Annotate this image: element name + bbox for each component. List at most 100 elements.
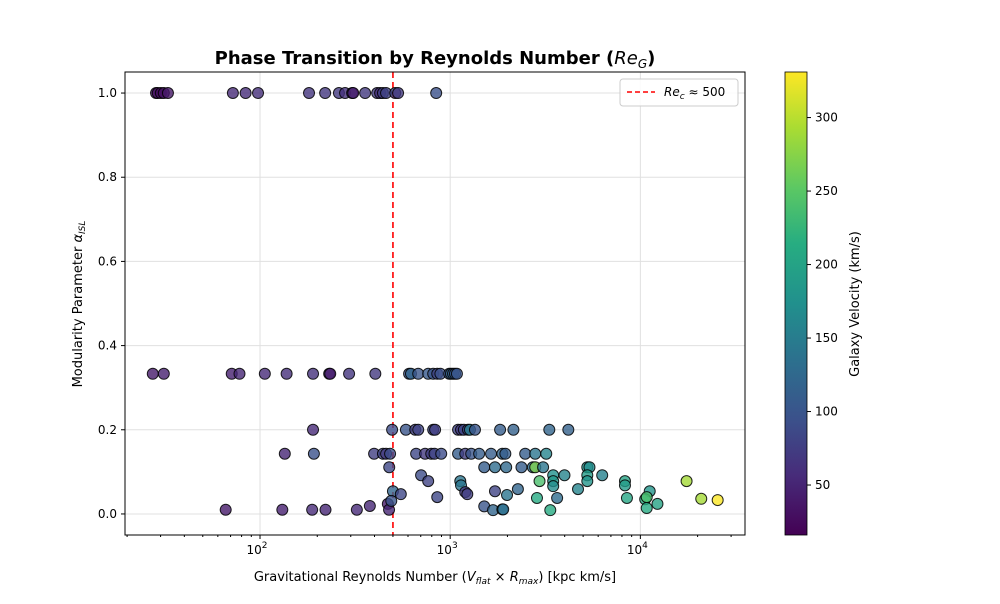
data-point bbox=[558, 469, 571, 482]
y-axis-label: Modularity Parameter αISL bbox=[71, 221, 88, 388]
data-point bbox=[278, 447, 291, 460]
data-point bbox=[530, 491, 543, 504]
legend: Rec ≈ 500 bbox=[619, 78, 739, 107]
data-point bbox=[303, 87, 316, 100]
y-tick-label: 0.0 bbox=[98, 507, 117, 521]
data-point bbox=[640, 502, 653, 515]
data-point bbox=[680, 475, 693, 488]
data-point bbox=[711, 494, 724, 507]
data-point bbox=[394, 488, 407, 501]
data-point bbox=[620, 491, 633, 504]
data-point bbox=[359, 87, 372, 100]
data-point bbox=[276, 503, 289, 516]
data-point bbox=[478, 461, 491, 474]
data-point bbox=[343, 367, 356, 380]
data-point bbox=[500, 461, 513, 474]
data-point bbox=[435, 447, 448, 460]
data-point bbox=[307, 367, 320, 380]
data-point bbox=[468, 423, 481, 436]
legend-label: Rec ≈ 500 bbox=[664, 85, 725, 102]
data-point bbox=[651, 497, 664, 510]
colorbar-tick-label: 300 bbox=[815, 111, 838, 125]
data-point bbox=[385, 494, 398, 507]
data-point bbox=[537, 461, 550, 474]
data-point bbox=[540, 447, 553, 460]
colorbar-tick-label: 200 bbox=[815, 258, 838, 272]
colorbar-label: Galaxy Velocity (km/s) bbox=[848, 231, 863, 377]
data-point bbox=[461, 488, 474, 501]
colorbar-tick-label: 100 bbox=[815, 405, 838, 419]
data-point bbox=[252, 87, 265, 100]
data-point bbox=[431, 491, 444, 504]
data-point bbox=[501, 489, 514, 502]
axis-ticks: 0.0 0.2 0.4 0.6 0.8 1.0 102 103 104 bbox=[98, 86, 732, 557]
colorbar-ticks: 50 100 150 200 250 300 bbox=[807, 111, 838, 492]
scatter-points bbox=[146, 87, 724, 517]
data-point bbox=[363, 499, 376, 512]
data-point bbox=[422, 475, 435, 488]
y-tick-label: 0.4 bbox=[98, 339, 117, 353]
data-point bbox=[572, 483, 585, 496]
data-point bbox=[324, 367, 337, 380]
data-point bbox=[547, 480, 560, 493]
legend-box bbox=[619, 78, 739, 107]
data-point bbox=[350, 503, 363, 516]
data-point bbox=[488, 461, 501, 474]
data-point bbox=[412, 423, 425, 436]
y-tick-label: 0.8 bbox=[98, 170, 117, 184]
data-point bbox=[307, 423, 320, 436]
data-point bbox=[596, 469, 609, 482]
colorbar-tick-label: 150 bbox=[815, 331, 838, 345]
data-point bbox=[161, 87, 174, 100]
data-point bbox=[494, 423, 507, 436]
data-point bbox=[384, 447, 397, 460]
data-point bbox=[450, 367, 463, 380]
data-point bbox=[497, 503, 510, 516]
data-point bbox=[543, 423, 556, 436]
data-point bbox=[392, 87, 405, 100]
data-point bbox=[511, 483, 524, 496]
data-point bbox=[515, 461, 528, 474]
data-point bbox=[157, 367, 170, 380]
data-point bbox=[306, 503, 319, 516]
y-tick-label: 1.0 bbox=[98, 86, 117, 100]
data-point bbox=[499, 447, 512, 460]
colorbar-tick-label: 250 bbox=[815, 184, 838, 198]
x-tick-label: 102 bbox=[247, 541, 268, 557]
data-point bbox=[319, 503, 332, 516]
data-point bbox=[307, 447, 320, 460]
data-point bbox=[430, 87, 443, 100]
x-tick-label: 104 bbox=[627, 541, 648, 557]
data-point bbox=[319, 87, 332, 100]
data-point bbox=[258, 367, 271, 380]
data-point bbox=[412, 367, 425, 380]
chart-title: Phase Transition by Reynolds Number (ReG… bbox=[215, 48, 656, 71]
colorbar-tick-label: 50 bbox=[815, 478, 830, 492]
data-point bbox=[488, 485, 501, 498]
data-point bbox=[519, 447, 532, 460]
data-point bbox=[507, 423, 520, 436]
data-point bbox=[473, 447, 486, 460]
y-tick-label: 0.6 bbox=[98, 254, 117, 268]
data-point bbox=[640, 491, 653, 504]
data-point bbox=[529, 447, 542, 460]
data-point bbox=[386, 423, 399, 436]
data-point bbox=[280, 367, 293, 380]
data-point bbox=[695, 492, 708, 505]
data-point bbox=[429, 423, 442, 436]
data-point bbox=[618, 479, 631, 492]
data-point bbox=[226, 87, 239, 100]
x-tick-label: 103 bbox=[437, 541, 458, 557]
data-point bbox=[369, 367, 382, 380]
data-point bbox=[562, 423, 575, 436]
data-point bbox=[551, 491, 564, 504]
colorbar bbox=[784, 71, 808, 536]
y-tick-label: 0.2 bbox=[98, 423, 117, 437]
data-point bbox=[239, 87, 252, 100]
data-point bbox=[581, 475, 594, 488]
data-point bbox=[347, 87, 360, 100]
data-point bbox=[233, 367, 246, 380]
grid bbox=[125, 72, 745, 535]
plot-frame bbox=[124, 71, 746, 536]
